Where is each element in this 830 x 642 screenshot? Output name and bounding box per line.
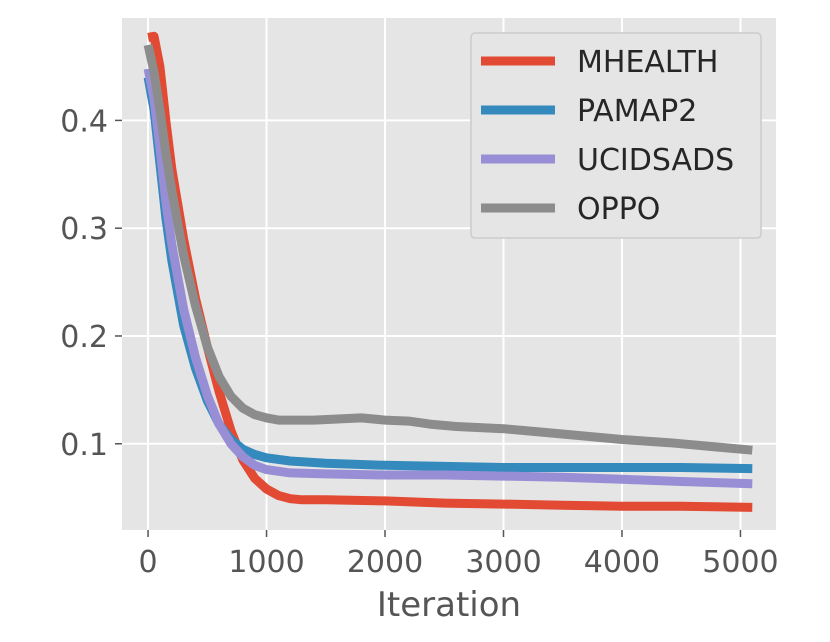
y-tick-label: 0.1: [60, 428, 108, 463]
legend-label-mhealth: MHEALTH: [577, 45, 718, 80]
x-tick-label: 5000: [702, 545, 778, 580]
series-line-oppo: [143, 43, 753, 455]
series-lines: [143, 31, 753, 512]
x-tick-label: 3000: [465, 545, 541, 580]
x-tick-label: 0: [139, 545, 158, 580]
legend-label-oppo: OPPO: [577, 192, 660, 227]
legend: MHEALTH PAMAP2 UCIDSADS OPPO: [470, 32, 762, 239]
series-line-ucidsads: [143, 67, 753, 489]
legend-label-pamap2: PAMAP2: [577, 94, 697, 129]
y-tick-label: 0.3: [60, 212, 108, 247]
y-axis: 0.1 0.2 0.3 0.4: [60, 104, 122, 463]
legend-box: [470, 32, 762, 239]
x-tick-label: 4000: [584, 545, 660, 580]
legend-label-ucidsads: UCIDSADS: [577, 143, 734, 178]
x-tick-label: 1000: [228, 545, 304, 580]
x-tick-label: 2000: [347, 545, 423, 580]
x-axis: 0 1000 2000 3000 4000 5000: [139, 530, 779, 580]
y-tick-label: 0.4: [60, 104, 108, 139]
x-axis-label: Iteration: [377, 585, 521, 625]
y-tick-label: 0.2: [60, 320, 108, 355]
